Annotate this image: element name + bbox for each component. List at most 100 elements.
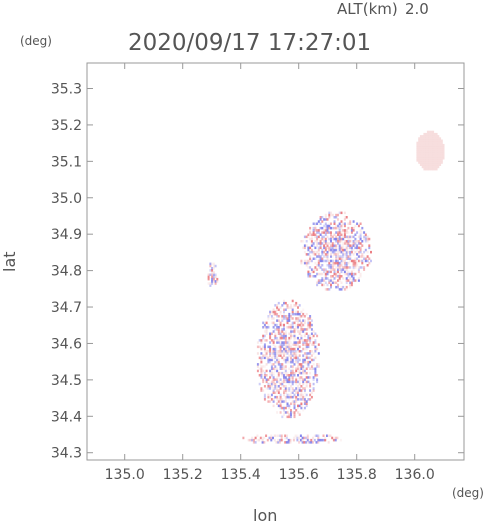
data-cell — [338, 261, 341, 265]
data-cell — [314, 240, 317, 243]
data-cell — [333, 216, 336, 219]
data-cell — [297, 360, 299, 364]
data-cell — [337, 231, 339, 234]
data-cell — [340, 233, 343, 236]
data-cell — [321, 279, 324, 282]
data-cell — [317, 242, 320, 245]
data-cell — [419, 163, 422, 166]
data-cell — [295, 310, 298, 314]
data-cell — [331, 266, 334, 269]
data-cell — [323, 250, 326, 254]
data-cell — [347, 250, 350, 254]
data-cell — [284, 389, 287, 392]
data-cell — [442, 143, 445, 147]
data-cell — [317, 441, 320, 444]
data-cell — [279, 343, 282, 346]
data-cell — [333, 237, 336, 241]
data-cell — [211, 277, 214, 281]
data-cell — [423, 135, 426, 138]
data-cell — [300, 315, 303, 318]
data-cell — [307, 323, 310, 327]
data-cell — [337, 283, 339, 287]
y-tick-label: 34.6 — [51, 336, 82, 352]
data-cell — [416, 143, 419, 147]
data-cell — [432, 152, 435, 156]
data-cell — [300, 330, 303, 333]
data-cell — [442, 148, 445, 151]
data-cell — [305, 261, 308, 265]
data-cell — [298, 378, 301, 381]
data-cell — [295, 301, 298, 305]
data-cell — [286, 395, 289, 399]
data-cell — [338, 244, 341, 247]
data-cell — [263, 398, 266, 401]
data-cell — [435, 159, 438, 162]
data-cell — [269, 400, 272, 403]
data-cell — [267, 358, 270, 362]
data-cell — [416, 148, 419, 151]
data-cell — [269, 350, 272, 353]
data-cell — [305, 393, 308, 397]
data-cell — [302, 382, 305, 386]
data-cell — [288, 345, 291, 349]
data-cell — [309, 376, 312, 379]
data-cell — [342, 248, 345, 252]
data-cell — [421, 150, 424, 153]
data-cell — [331, 242, 334, 245]
data-cell — [340, 266, 343, 269]
data-cell — [416, 157, 419, 160]
data-cell — [298, 312, 301, 316]
data-cell — [279, 336, 282, 340]
data-cell — [440, 148, 443, 151]
data-cell — [263, 339, 266, 342]
data-cell — [279, 323, 282, 327]
data-cell — [437, 139, 440, 142]
data-cell — [312, 330, 315, 333]
data-cell — [265, 328, 268, 331]
data-cell — [283, 374, 285, 377]
data-cell — [312, 334, 315, 338]
data-cell — [274, 310, 277, 314]
data-cell — [279, 352, 282, 355]
data-cell — [265, 387, 268, 390]
data-cell — [337, 224, 339, 228]
data-cell — [432, 167, 435, 171]
data-cell — [276, 323, 279, 327]
data-cell — [423, 165, 426, 169]
data-cell — [261, 441, 264, 444]
data-cell — [421, 159, 424, 162]
data-cell — [335, 259, 338, 263]
data-cell — [297, 321, 299, 325]
data-cell — [340, 237, 343, 241]
data-cell — [340, 235, 343, 239]
data-cell — [440, 161, 443, 164]
data-cell — [338, 211, 341, 215]
data-cell — [302, 395, 305, 399]
data-cell — [263, 350, 266, 353]
data-cell — [293, 350, 296, 353]
data-cell — [337, 279, 339, 282]
data-cell — [309, 389, 312, 392]
data-cell — [319, 279, 322, 282]
data-cell — [293, 360, 296, 364]
data-cell — [343, 233, 346, 236]
data-cell — [291, 365, 294, 368]
data-cell — [309, 266, 312, 269]
data-cell — [418, 148, 421, 151]
data-cell — [260, 389, 263, 392]
data-cell — [305, 400, 308, 403]
data-cell — [283, 334, 285, 338]
data-cell — [309, 250, 312, 254]
data-cell — [425, 132, 428, 136]
data-cell — [349, 235, 352, 239]
data-cell — [284, 398, 287, 401]
data-cell — [330, 277, 332, 280]
data-cell — [425, 141, 428, 145]
data-cell — [295, 398, 298, 401]
data-cell — [312, 343, 315, 346]
data-cell — [279, 339, 282, 342]
data-cell — [310, 242, 313, 245]
data-cell — [426, 148, 429, 151]
data-cell — [302, 315, 305, 318]
data-cell — [269, 376, 272, 379]
